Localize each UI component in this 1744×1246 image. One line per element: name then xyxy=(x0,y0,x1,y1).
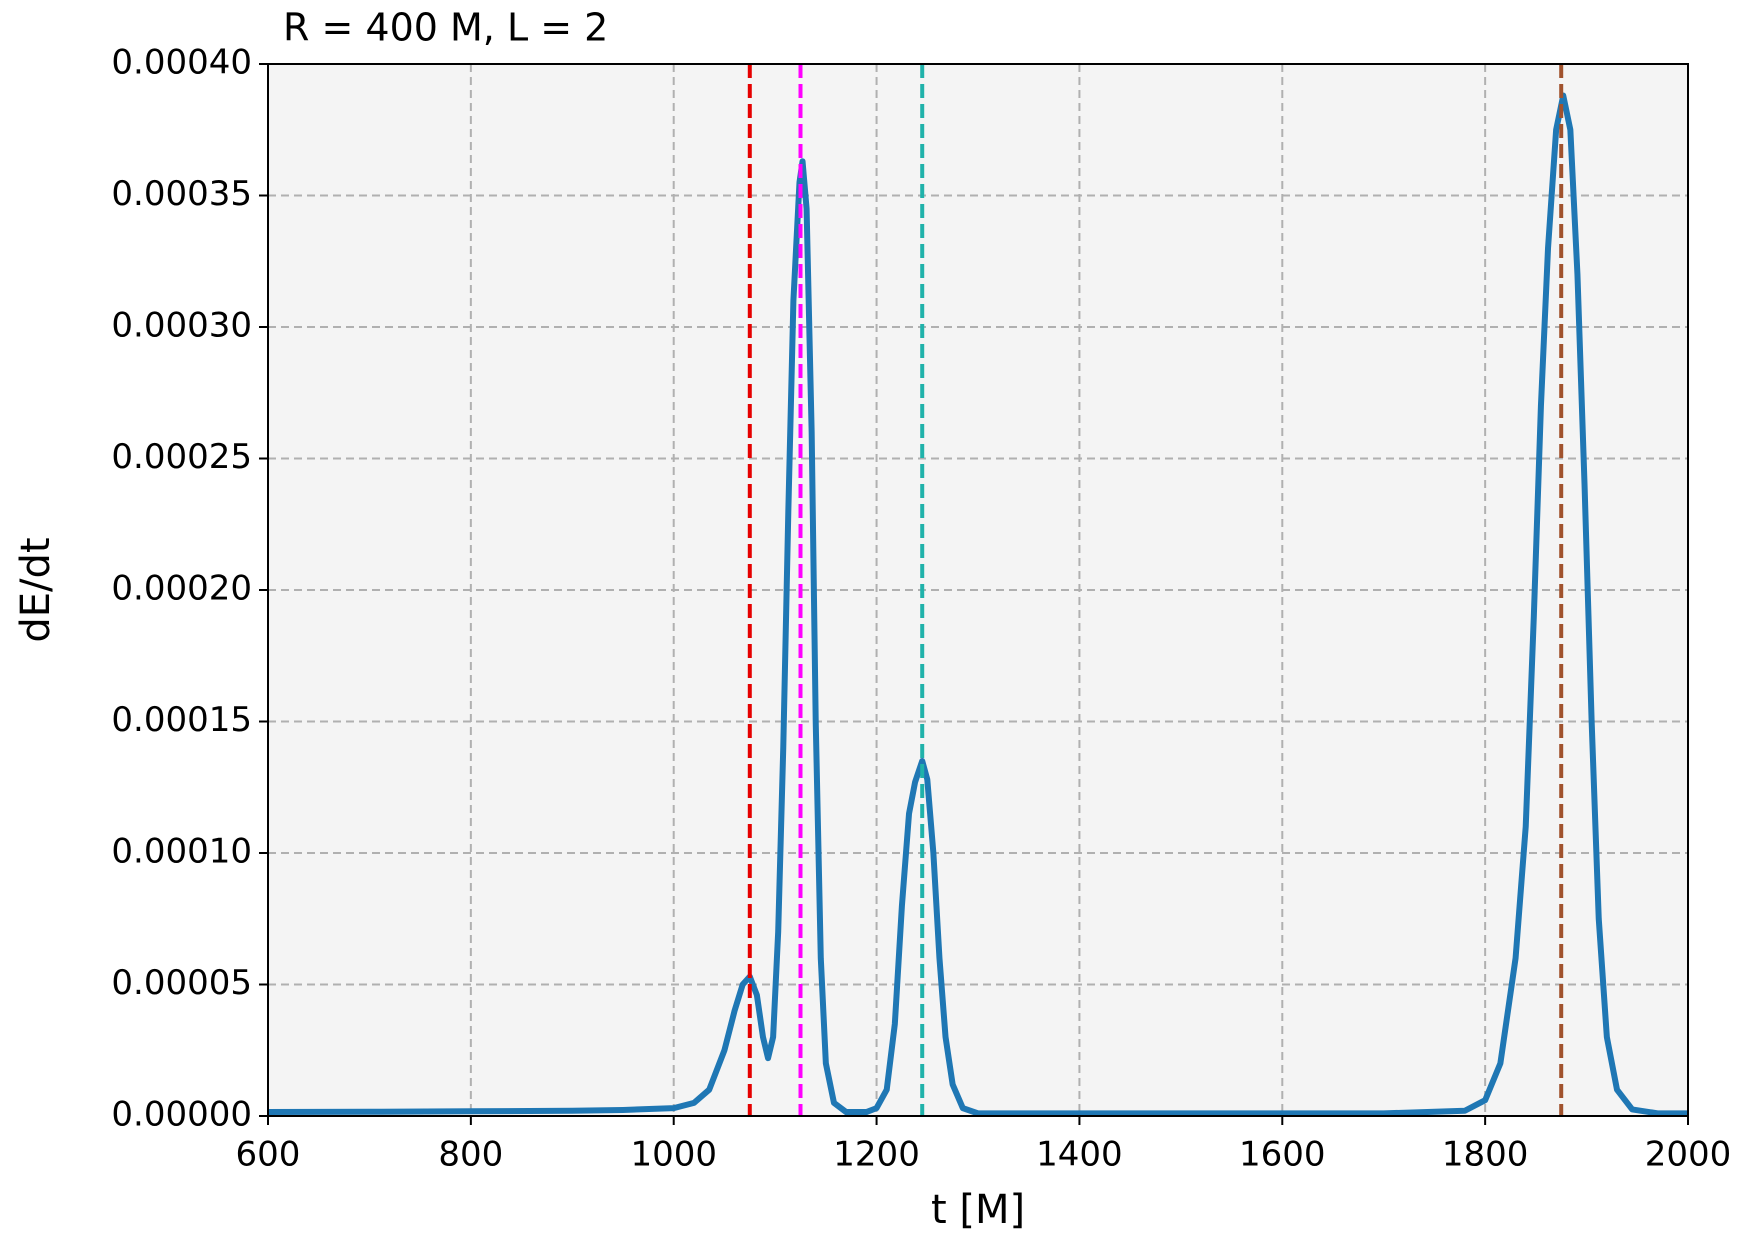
y-tick-label: 0.00040 xyxy=(111,43,252,83)
chart-title: R = 400 M, L = 2 xyxy=(283,6,608,50)
x-axis-label: t [M] xyxy=(931,1187,1025,1233)
y-tick-label: 0.00035 xyxy=(111,174,252,214)
x-tick-label: 2000 xyxy=(1645,1135,1732,1175)
y-tick-label: 0.00030 xyxy=(111,306,252,346)
x-tick-label: 600 xyxy=(236,1135,301,1175)
x-tick-label: 1600 xyxy=(1239,1135,1326,1175)
x-tick-label: 1800 xyxy=(1442,1135,1529,1175)
y-tick-label: 0.00015 xyxy=(111,700,252,740)
y-tick-label: 0.00020 xyxy=(111,569,252,609)
y-tick-label: 0.00025 xyxy=(111,437,252,477)
x-tick-label: 800 xyxy=(438,1135,503,1175)
y-tick-label: 0.00000 xyxy=(111,1095,252,1135)
x-tick-label: 1200 xyxy=(833,1135,920,1175)
y-tick-label: 0.00010 xyxy=(111,832,252,872)
x-tick-label: 1400 xyxy=(1036,1135,1123,1175)
y-axis-label: dE/dt xyxy=(13,537,59,642)
y-tick-label: 0.00005 xyxy=(111,963,252,1003)
x-tick-label: 1000 xyxy=(630,1135,717,1175)
plot-frame xyxy=(267,63,1689,1117)
